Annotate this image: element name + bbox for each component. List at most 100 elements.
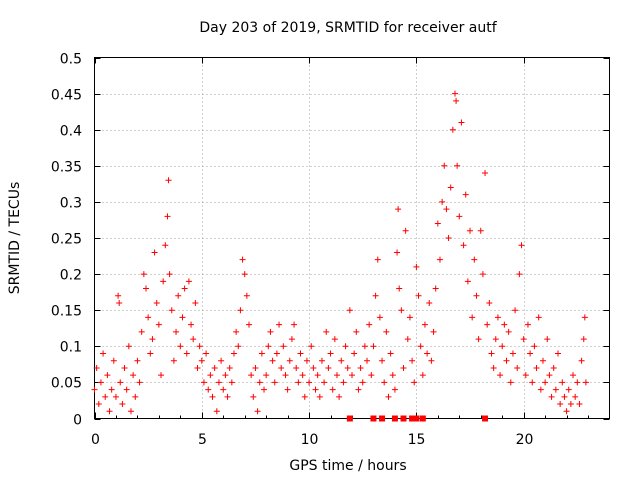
data-point (117, 379, 124, 386)
data-point (387, 350, 394, 357)
data-point (194, 364, 201, 371)
data-point (288, 336, 295, 343)
data-point (567, 401, 574, 408)
data-point (460, 242, 467, 249)
data-point (379, 357, 386, 364)
data-point (203, 350, 210, 357)
data-point (359, 379, 366, 386)
data-point (276, 321, 283, 328)
data-point (537, 386, 544, 393)
data-point (164, 213, 171, 220)
data-point (475, 336, 482, 343)
data-point (346, 307, 353, 314)
data-point (246, 321, 252, 328)
data-point (376, 314, 383, 321)
data-point (336, 393, 343, 400)
data-point (456, 213, 463, 220)
data-point (325, 364, 332, 371)
data-point (578, 357, 585, 364)
x-axis-label: GPS time / hours (289, 458, 406, 474)
data-point (561, 393, 568, 400)
data-point (479, 271, 486, 278)
data-point (239, 256, 246, 263)
data-point (200, 379, 207, 386)
data-point (529, 379, 536, 386)
data-point (400, 364, 407, 371)
data-point (503, 357, 510, 364)
data-point (494, 314, 501, 321)
data-point (329, 386, 336, 393)
zero-level-marker (391, 415, 398, 422)
data-point (570, 372, 577, 379)
data-point (130, 372, 137, 379)
data-point (198, 357, 205, 364)
data-point (434, 220, 441, 227)
data-point (314, 372, 321, 379)
data-point (351, 350, 358, 357)
data-point (331, 336, 338, 343)
y-tick-label: 0.25 (51, 232, 82, 248)
data-point (299, 372, 306, 379)
data-point (477, 227, 484, 234)
data-point (271, 379, 278, 386)
data-point (100, 350, 107, 357)
chart-title: Day 203 of 2019, SRMTID for receiver aut… (199, 20, 497, 36)
y-tick-label: 0.45 (51, 88, 82, 104)
data-point (535, 314, 542, 321)
data-point (102, 393, 109, 400)
data-points (91, 90, 589, 422)
data-point (395, 206, 402, 213)
data-point (454, 162, 461, 169)
data-point (340, 379, 347, 386)
data-point (263, 372, 270, 379)
data-point (254, 408, 261, 415)
x-tick-label: 0 (91, 432, 100, 448)
data-point (518, 242, 525, 249)
data-point (539, 357, 546, 364)
data-point (175, 292, 182, 299)
y-tick-label: 0.4 (60, 124, 82, 140)
data-point (327, 350, 334, 357)
data-point (91, 386, 98, 393)
data-point (385, 393, 392, 400)
data-point (110, 357, 117, 364)
data-point (430, 328, 437, 335)
data-point (467, 227, 474, 234)
data-point (342, 343, 349, 350)
data-point (145, 314, 152, 321)
data-point (149, 336, 156, 343)
x-tick-label: 20 (516, 432, 534, 448)
data-point (565, 386, 572, 393)
data-point (192, 299, 199, 306)
data-point (374, 256, 381, 263)
data-point (218, 357, 225, 364)
y-tick-label: 0.15 (51, 304, 82, 320)
data-point (209, 393, 216, 400)
data-point (310, 364, 317, 371)
data-point (233, 328, 240, 335)
data-point (250, 393, 257, 400)
data-point (190, 336, 197, 343)
data-point (116, 299, 123, 306)
zero-level-marker (419, 415, 426, 422)
data-point (357, 364, 364, 371)
data-point (248, 372, 255, 379)
data-point (93, 364, 100, 371)
data-point (220, 386, 227, 393)
data-point (533, 364, 540, 371)
data-point (230, 350, 237, 357)
data-point (452, 90, 458, 97)
data-point (205, 386, 212, 393)
data-point (471, 256, 478, 263)
data-point (241, 271, 248, 278)
zero-level-marker (482, 415, 489, 422)
data-point (235, 343, 242, 350)
data-point (555, 350, 561, 357)
data-point (207, 372, 214, 379)
y-tick-label: 0.1 (60, 340, 82, 356)
x-tick-label: 5 (198, 432, 207, 448)
data-point (458, 119, 465, 126)
data-point (582, 379, 589, 386)
data-point (162, 242, 169, 249)
